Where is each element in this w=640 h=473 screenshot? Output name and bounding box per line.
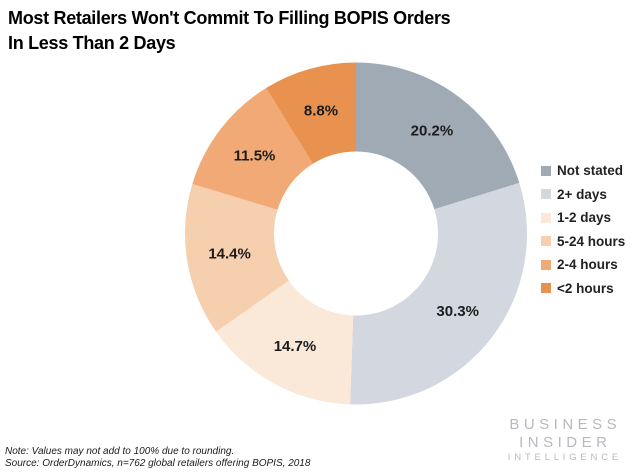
legend-label-5-24-hours: 5-24 hours — [557, 233, 626, 249]
legend-item-2-days: 2+ days — [541, 187, 625, 202]
logo-line-business: BUSINESS — [509, 416, 622, 433]
slice-value-label-2-days: 30.3% — [436, 303, 479, 320]
chart-title-line2: In Less Than 2 Days — [8, 33, 176, 53]
publisher-logo: BUSINESS INSIDER INTELLIGENCE — [488, 416, 638, 464]
slice-value-label-2-4-hours: 11.5% — [234, 147, 276, 164]
donut-slice-5-24-hours — [185, 183, 289, 332]
chart-title-line1: Most Retailers Won't Commit To Filling B… — [8, 8, 451, 28]
legend-item-1-2-days: 1-2 days — [541, 210, 625, 225]
footnotes: Note: Values may not add to 100% due to … — [5, 446, 310, 470]
slice-value-label-1-2-days: 14.7% — [274, 338, 317, 355]
legend-swatch-2-days — [541, 189, 551, 199]
legend-swatch-2-hours — [541, 283, 551, 293]
legend-swatch-5-24-hours — [541, 236, 551, 246]
note-text: Note: Values may not add to 100% due to … — [5, 446, 235, 457]
legend-label-not-stated: Not stated — [557, 163, 624, 178]
donut-slice-2-hours — [266, 62, 356, 164]
slice-value-label-2-hours: 8.8% — [304, 102, 338, 119]
legend-label-2-hours: <2 hours — [557, 280, 614, 296]
slice-value-label-not-stated: 20.2% — [411, 122, 454, 139]
legend: Not stated 2+ days 1-2 days 5-24 hours 2-4 h… — [541, 163, 625, 304]
legend-item-2-hours: <2 hours — [541, 281, 625, 296]
logo-line-insider: INSIDER — [519, 433, 612, 451]
legend-swatch-not-stated — [541, 165, 551, 176]
logo-line-intelligence: INTELLIGENCE — [507, 452, 623, 463]
legend-label-1-2-days: 1-2 days — [557, 210, 612, 225]
slice-value-label-5-24-hours: 14.4% — [208, 246, 251, 263]
donut-slice-2-4-hours — [192, 88, 313, 210]
chart-title: Most Retailers Won't Commit To Filling B… — [8, 6, 451, 56]
donut-slice-not-stated — [356, 62, 520, 210]
donut-slice-1-2-days — [216, 280, 354, 405]
source-text: Source: OrderDynamics, n=762 global reta… — [5, 458, 311, 469]
legend-item-5-24-hours: 5-24 hours — [541, 234, 625, 249]
legend-item-not-stated: Not stated — [541, 163, 625, 178]
legend-label-2-4-hours: 2-4 hours — [557, 257, 618, 272]
legend-item-2-4-hours: 2-4 hours — [541, 257, 625, 272]
donut-slice-2-days — [350, 182, 527, 405]
legend-swatch-2-4-hours — [541, 259, 551, 270]
legend-swatch-1-2-days — [541, 212, 551, 223]
legend-label-2-days: 2+ days — [557, 186, 607, 202]
